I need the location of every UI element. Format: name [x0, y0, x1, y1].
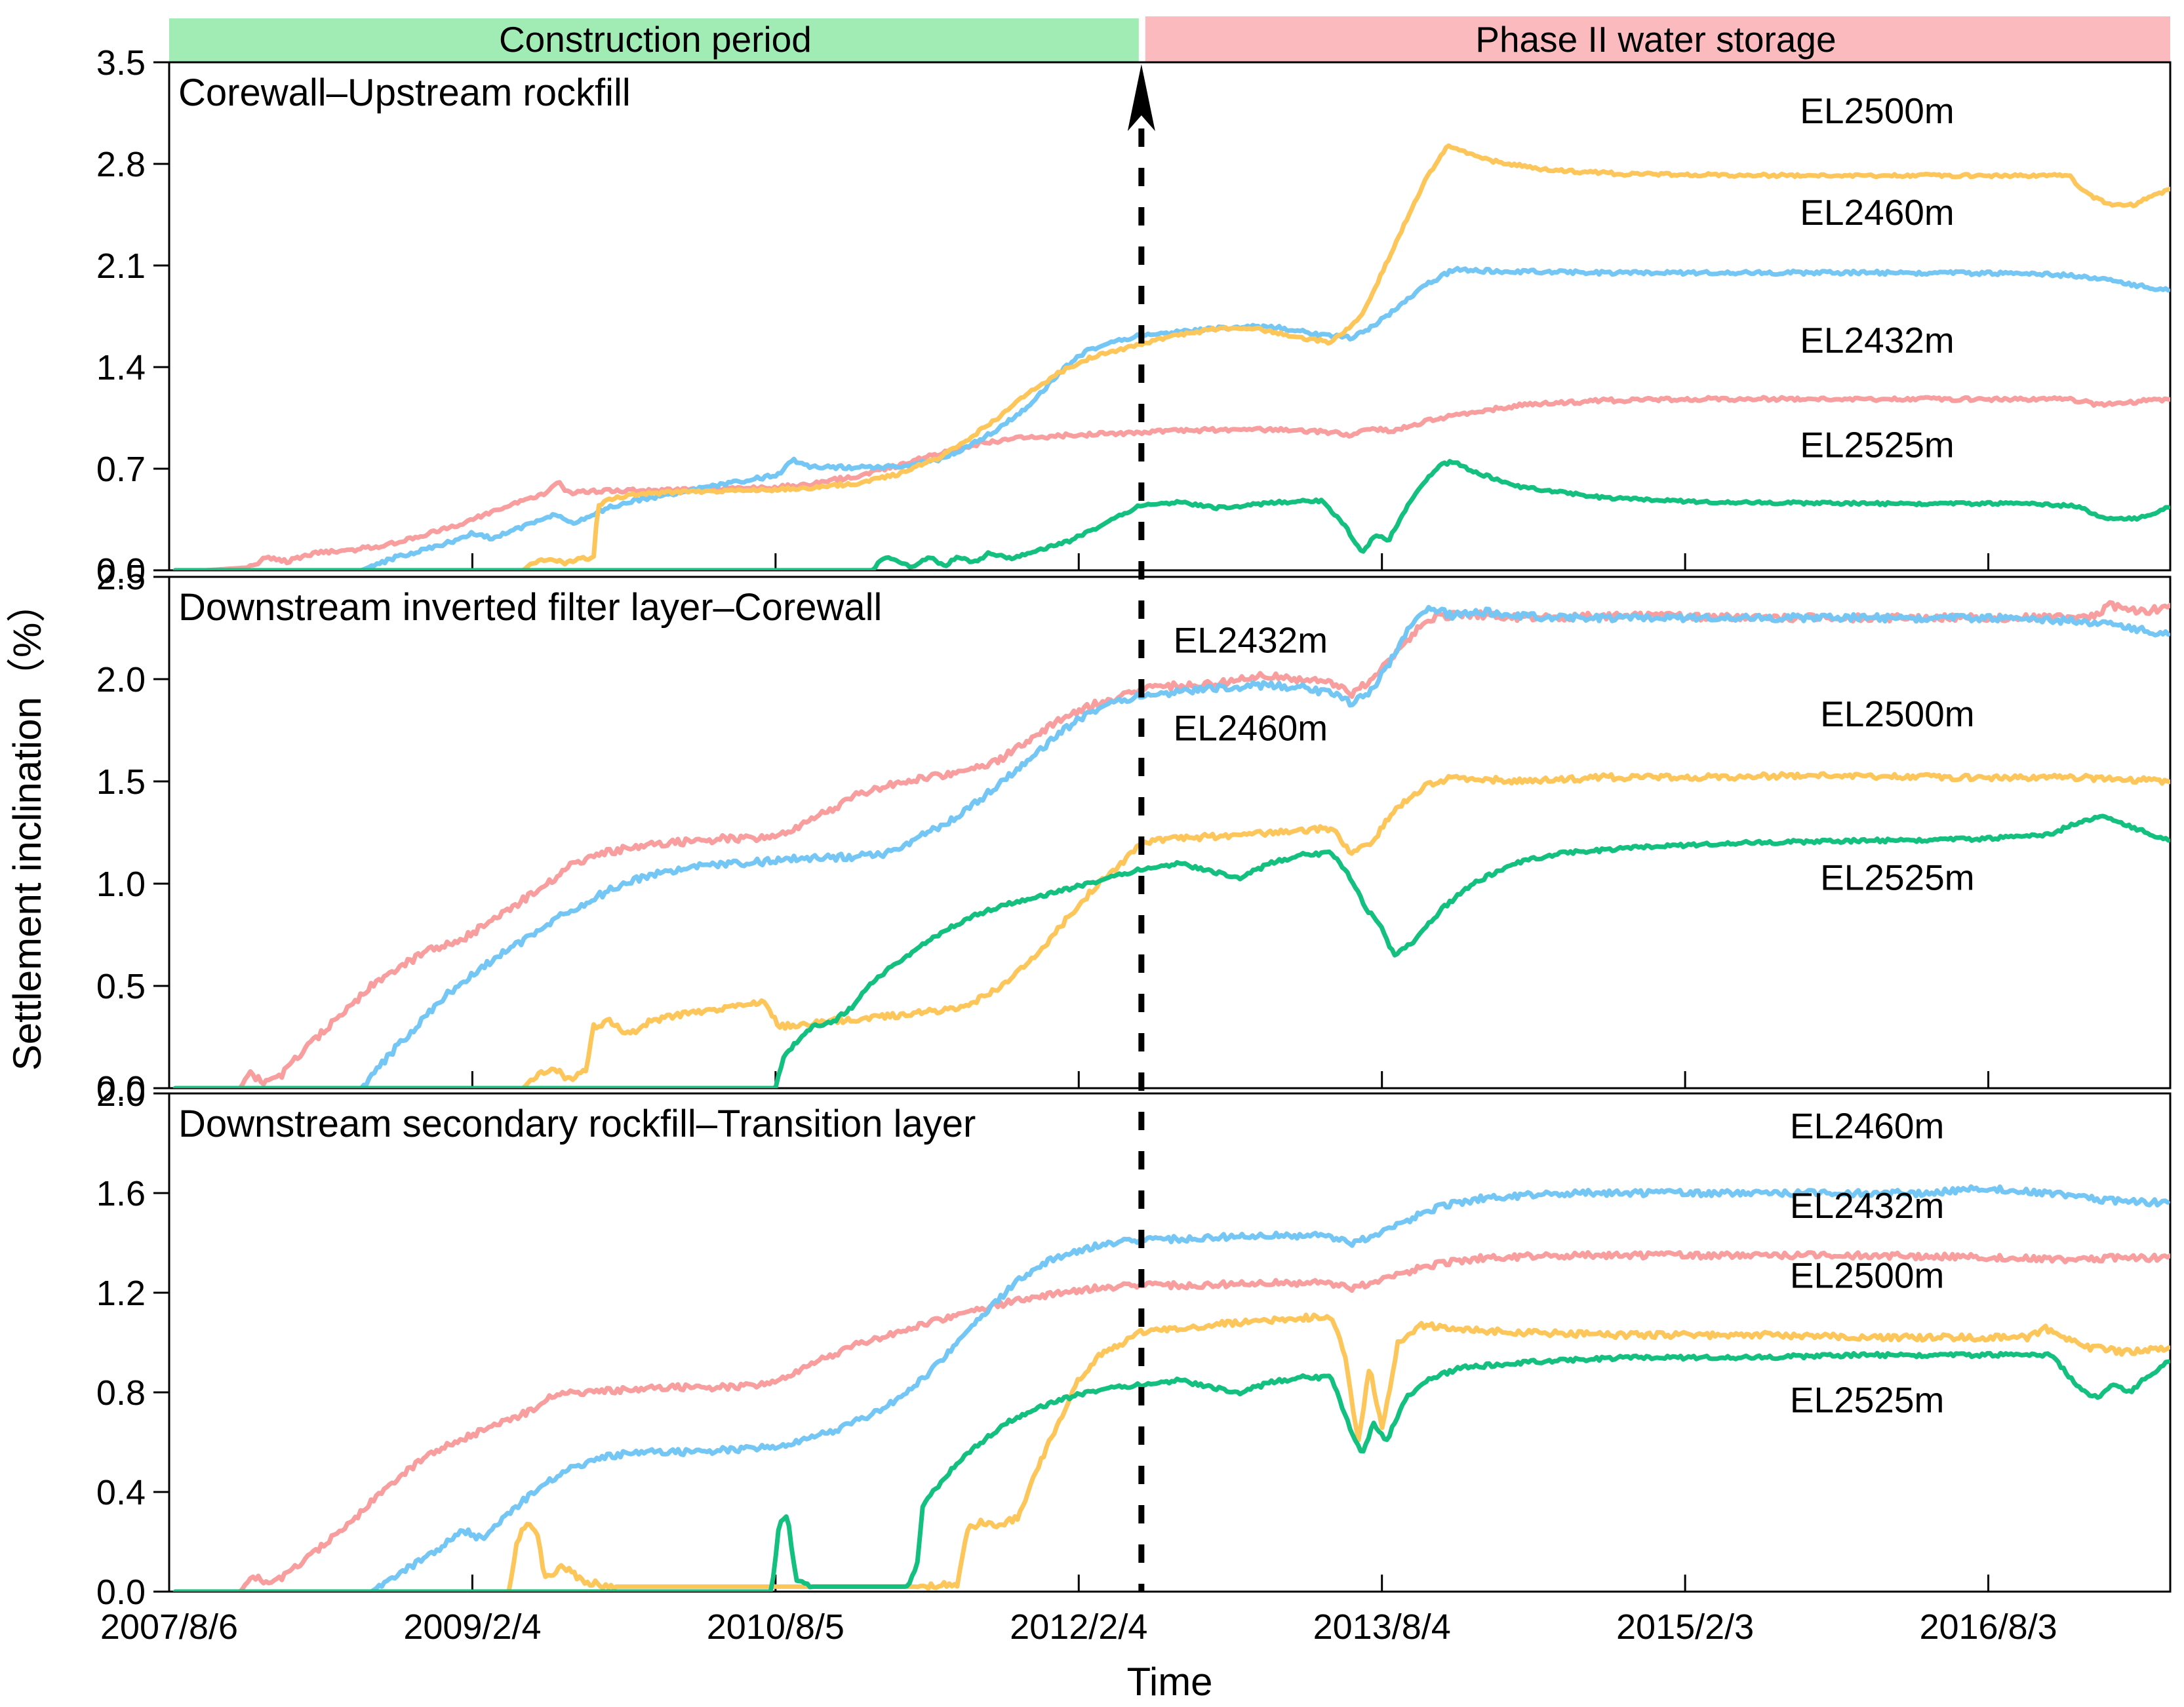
- panel-2-title: Downstream inverted filter layer–Corewal…: [178, 586, 882, 629]
- series-line-EL2500m-panel-2: [521, 771, 2170, 1088]
- xtick-label-1: 2009/2/4: [403, 1607, 541, 1647]
- panel-3-border: [168, 1092, 2172, 1593]
- series-line-EL2525m-panel-1: [172, 459, 2170, 570]
- series-label-EL2525m-panel-1: EL2525m: [1800, 424, 1954, 465]
- panel-1-series-group: [172, 143, 2170, 570]
- panel-1-ytick-label: 3.5: [96, 43, 146, 83]
- y-axis-title: Settlement inclination（%）: [5, 583, 49, 1071]
- panel-2-ytick-label: 1.0: [96, 865, 146, 904]
- panel-2-series-group: [172, 600, 2170, 1088]
- xtick-label-3: 2012/2/4: [1010, 1607, 1147, 1647]
- band-phase-2-water-storage: [1145, 16, 2170, 62]
- panel-3-ytick-label: 0.8: [96, 1373, 146, 1413]
- series-line-EL2525m-panel-3: [172, 1350, 2170, 1592]
- series-line-EL2500m-panel-1: [521, 143, 2170, 570]
- panel-2-ytick-label: 0.5: [96, 967, 146, 1006]
- panel-1-ytick-label: 0.7: [96, 450, 146, 489]
- xtick-label-0: 2007/8/6: [100, 1607, 238, 1647]
- xtick-label-5: 2015/2/3: [1616, 1607, 1754, 1647]
- series-label-EL2460m-panel-2: EL2460m: [1174, 708, 1328, 749]
- series-label-EL2432m-panel-1: EL2432m: [1800, 320, 1954, 361]
- panel-2-ytick-label: 2.5: [96, 558, 146, 597]
- series-label-EL2500m-panel-2: EL2500m: [1820, 694, 1974, 734]
- phase-divider-arrow-icon: [1127, 64, 1155, 131]
- series-label-EL2525m-panel-2: EL2525m: [1820, 857, 1974, 897]
- series-line-EL2525m-panel-2: [172, 814, 2170, 1088]
- series-label-EL2500m-panel-1: EL2500m: [1800, 90, 1954, 131]
- series-label-EL2460m-panel-1: EL2460m: [1800, 192, 1954, 233]
- panel-3-ytick-label: 1.2: [96, 1274, 146, 1313]
- series-line-EL2500m-panel-3: [506, 1312, 2170, 1592]
- panel-3-ytick-label: 0.0: [96, 1573, 146, 1612]
- band-label-construction-period: Construction period: [499, 19, 812, 60]
- panel-1-ytick-label: 2.1: [96, 246, 146, 286]
- series-label-EL2525m-panel-3: EL2525m: [1790, 1379, 1944, 1420]
- band-label-phase-2-water-storage: Phase II water storage: [1475, 19, 1836, 60]
- xtick-label-4: 2013/8/4: [1313, 1607, 1451, 1647]
- panel-2-ytick-label: 1.5: [96, 762, 146, 802]
- band-construction-period: [169, 18, 1139, 62]
- series-line-EL2460m-panel-2: [359, 604, 2170, 1088]
- panel-1-border: [168, 61, 2172, 572]
- series-label-EL2460m-panel-3: EL2460m: [1790, 1105, 1944, 1146]
- series-line-EL2432m-panel-3: [237, 1250, 2170, 1592]
- series-label-EL2432m-panel-2: EL2432m: [1174, 619, 1328, 660]
- xtick-label-6: 2016/8/3: [1919, 1607, 2057, 1647]
- panel-1-title: Corewall–Upstream rockfill: [178, 71, 631, 114]
- panel-3-ytick-label: 1.6: [96, 1174, 146, 1213]
- panel-2-ytick-label: 2.0: [96, 660, 146, 699]
- series-line-EL2432m-panel-2: [237, 600, 2170, 1088]
- panel-1-ytick-label: 1.4: [96, 348, 146, 387]
- series-line-EL2460m-panel-3: [368, 1184, 2170, 1592]
- panel-3-series-group: [172, 1184, 2170, 1592]
- panel-2-ytick-label: 0.0: [96, 1069, 146, 1109]
- series-line-EL2432m-panel-1: [203, 395, 2170, 570]
- panel-2-border: [168, 576, 2172, 1089]
- series-label-EL2432m-panel-3: EL2432m: [1790, 1185, 1944, 1226]
- panel-1-ytick-label: 2.8: [96, 145, 146, 184]
- panel-3-ytick-label: 0.4: [96, 1473, 146, 1512]
- series-label-EL2500m-panel-3: EL2500m: [1790, 1255, 1944, 1295]
- panel-1-ytick-label: 0.0: [96, 551, 146, 591]
- panel-3-ytick-label: 2.0: [96, 1074, 146, 1114]
- xtick-label-2: 2010/8/5: [707, 1607, 844, 1647]
- series-line-EL2460m-panel-1: [359, 265, 2170, 570]
- panel-3-title: Downstream secondary rockfill–Transition…: [178, 1103, 976, 1145]
- x-axis-title: Time: [1126, 1660, 1212, 1704]
